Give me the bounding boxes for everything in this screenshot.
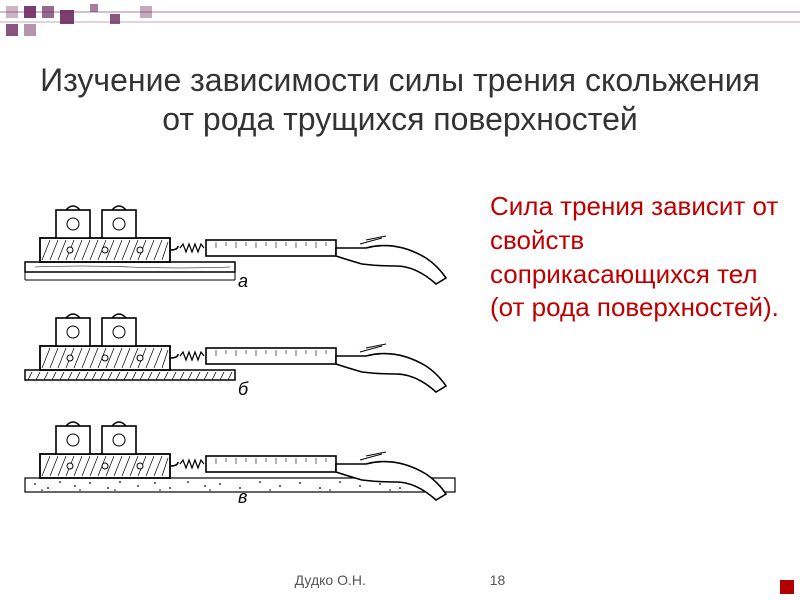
decor-square <box>90 4 98 12</box>
diagram-label-b: б <box>238 379 248 400</box>
diagram-a: а <box>20 190 460 290</box>
corner-decor <box>780 580 794 594</box>
decor-square <box>42 6 54 18</box>
diagram-column: а <box>20 190 470 514</box>
footer: Дудко О.Н. 18 <box>0 572 800 588</box>
footer-author: Дудко О.Н. <box>295 572 366 588</box>
footer-page: 18 <box>490 572 506 588</box>
diagram-c: в <box>20 406 460 506</box>
decor-square <box>6 6 18 18</box>
diagram-label-a: а <box>238 271 248 292</box>
decor-square <box>140 6 152 18</box>
body-text: Сила трения зависит от свойств соприкаса… <box>490 190 780 514</box>
diagram-label-c: в <box>238 487 247 508</box>
decor-square <box>60 10 74 24</box>
decor-square <box>6 24 18 36</box>
decor-square <box>24 24 36 36</box>
slide-title: Изучение зависимости силы трения скольже… <box>30 61 770 138</box>
diagram-b: б <box>20 298 460 398</box>
decor-square <box>24 6 36 18</box>
decor-square <box>110 14 120 24</box>
decor-strip <box>0 0 800 50</box>
